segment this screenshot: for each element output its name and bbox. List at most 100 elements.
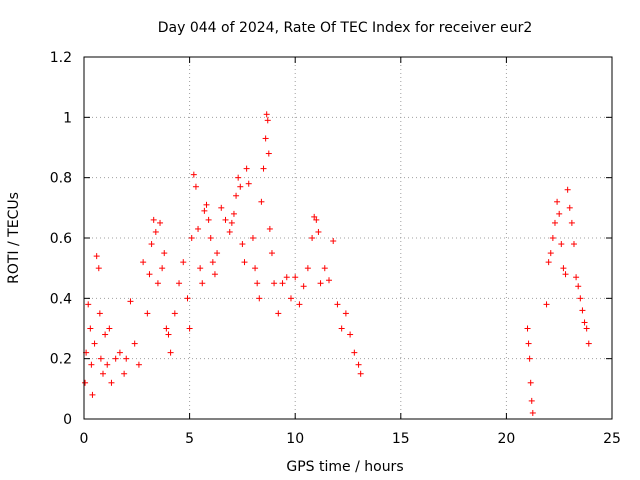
data-point	[82, 379, 89, 386]
x-axis-label: GPS time / hours	[286, 459, 403, 475]
data-point	[283, 274, 290, 281]
data-point	[95, 265, 102, 272]
data-point	[102, 331, 109, 338]
y-tick-label: 1	[63, 110, 72, 126]
y-tick-label: 0.2	[50, 352, 72, 368]
data-point	[573, 274, 580, 281]
data-point	[96, 310, 103, 317]
data-point	[334, 301, 341, 308]
data-point	[218, 204, 225, 211]
data-point	[121, 370, 128, 377]
data-point	[256, 295, 263, 302]
data-point	[577, 295, 584, 302]
data-point	[159, 265, 166, 272]
data-point	[209, 259, 216, 266]
data-point	[325, 277, 332, 284]
data-point	[568, 219, 575, 226]
data-point	[237, 183, 244, 190]
data-point	[230, 210, 237, 217]
data-point	[152, 228, 159, 235]
data-point	[106, 325, 113, 332]
y-axis-label: ROTI / TECUs	[6, 192, 22, 284]
data-point	[581, 319, 588, 326]
data-point	[262, 135, 269, 142]
data-point	[91, 340, 98, 347]
data-point	[235, 174, 242, 181]
data-point	[529, 409, 536, 416]
data-point	[263, 111, 270, 118]
x-tick-label: 10	[286, 431, 304, 447]
data-point	[97, 355, 104, 362]
data-point	[93, 253, 100, 260]
data-point	[140, 259, 147, 266]
axis-ticks: 0 0.2 0.4 0.6 0.8 1 1.2 0 5 10 15 20 25	[50, 50, 621, 447]
data-point	[547, 250, 554, 257]
data-point	[527, 379, 534, 386]
data-point	[313, 216, 320, 223]
x-tick-label: 15	[392, 431, 410, 447]
data-point	[88, 361, 95, 368]
data-point	[123, 355, 130, 362]
data-point	[558, 241, 565, 248]
data-point	[184, 295, 191, 302]
data-point	[258, 198, 265, 205]
data-points	[82, 111, 592, 416]
data-point	[264, 117, 271, 124]
data-point	[321, 265, 328, 272]
data-point	[265, 150, 272, 157]
data-point	[104, 361, 111, 368]
data-point	[211, 271, 218, 278]
data-point	[357, 370, 364, 377]
data-point	[148, 241, 155, 248]
data-point	[226, 228, 233, 235]
data-point	[165, 331, 172, 338]
data-point	[585, 340, 592, 347]
data-point	[241, 259, 248, 266]
data-point	[116, 349, 123, 356]
data-point	[207, 235, 214, 241]
data-point	[85, 301, 92, 308]
data-point	[205, 216, 212, 223]
data-point	[154, 280, 161, 287]
data-point	[186, 325, 193, 332]
data-point	[351, 349, 358, 356]
data-point	[150, 216, 157, 223]
plot-frame	[83, 56, 613, 420]
data-point	[228, 219, 235, 226]
data-point	[564, 186, 571, 193]
data-point	[309, 235, 316, 241]
data-point	[287, 295, 294, 302]
data-point	[199, 280, 206, 287]
data-point	[315, 228, 322, 235]
chart-title: Day 044 of 2024, Rate Of TEC Index for r…	[158, 20, 533, 36]
data-point	[330, 238, 337, 245]
data-point	[266, 225, 273, 232]
data-point	[127, 298, 134, 305]
data-point	[135, 361, 142, 368]
y-tick-label: 0.8	[50, 171, 72, 187]
y-tick-label: 0.6	[50, 231, 72, 247]
data-point	[167, 349, 174, 356]
data-point	[254, 280, 261, 287]
data-point	[171, 310, 178, 317]
data-point	[311, 213, 318, 220]
data-point	[355, 361, 362, 368]
data-point	[163, 325, 170, 332]
data-point	[161, 250, 168, 257]
data-point	[296, 301, 303, 308]
data-point	[551, 219, 558, 226]
data-point	[317, 280, 324, 287]
data-point	[338, 325, 345, 332]
x-tick-label: 0	[80, 431, 89, 447]
x-tick-label: 5	[185, 431, 194, 447]
data-point	[525, 340, 532, 347]
data-point	[146, 271, 153, 278]
data-point	[157, 219, 164, 226]
y-tick-label: 0	[63, 412, 72, 428]
data-point	[526, 355, 533, 362]
x-tick-label: 25	[603, 431, 621, 447]
data-point	[144, 310, 151, 317]
data-point	[260, 165, 267, 172]
